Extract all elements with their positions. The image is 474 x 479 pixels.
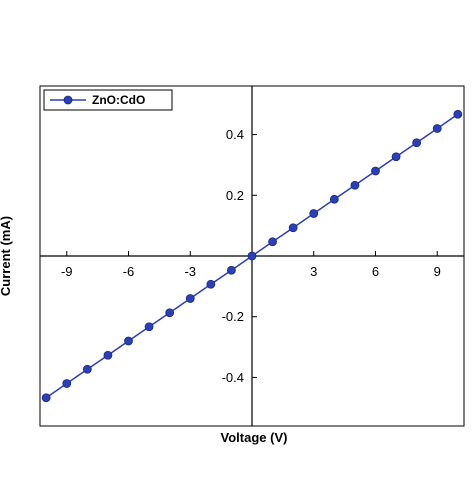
x-tick-label: 3 bbox=[310, 264, 317, 279]
ticks-layer: -9 -6 -3 3 6 9 -0.4 -0.2 0.2 0.4 bbox=[61, 127, 441, 385]
legend-marker bbox=[63, 95, 73, 105]
x-tick-label: -9 bbox=[61, 264, 73, 279]
series-layer bbox=[41, 109, 463, 403]
data-point bbox=[432, 124, 442, 133]
legend: ZnO:CdO bbox=[43, 89, 173, 111]
data-point bbox=[412, 138, 422, 148]
data-point bbox=[288, 223, 298, 233]
legend-label: ZnO:CdO bbox=[92, 93, 145, 107]
x-tick-label: -6 bbox=[123, 264, 135, 279]
data-point bbox=[247, 251, 257, 261]
y-tick-label: -0.4 bbox=[222, 370, 244, 385]
x-axis-title: Voltage (V) bbox=[221, 430, 288, 445]
data-point bbox=[371, 166, 380, 176]
y-axis-title: Current (mA) bbox=[0, 216, 13, 296]
x-tick-label: 6 bbox=[372, 264, 379, 279]
y-tick-label: -0.2 bbox=[222, 309, 244, 324]
data-point bbox=[144, 322, 154, 332]
data-point bbox=[309, 209, 319, 218]
data-point bbox=[206, 279, 216, 289]
data-point bbox=[41, 393, 51, 403]
y-tick-label: 0.2 bbox=[226, 188, 244, 203]
data-point bbox=[165, 308, 175, 318]
data-point bbox=[62, 379, 72, 388]
data-point bbox=[453, 109, 463, 119]
data-point bbox=[124, 336, 133, 346]
y-tick-label: 0.4 bbox=[226, 127, 244, 142]
data-point bbox=[329, 194, 339, 204]
data-point bbox=[391, 152, 401, 162]
data-point bbox=[82, 364, 92, 374]
data-point bbox=[185, 294, 195, 303]
data-point bbox=[227, 265, 236, 275]
legend-box bbox=[43, 89, 173, 111]
data-point bbox=[268, 237, 277, 247]
x-tick-label: 9 bbox=[434, 264, 441, 279]
data-point bbox=[350, 180, 360, 190]
x-tick-label: -3 bbox=[184, 264, 196, 279]
data-point bbox=[103, 350, 113, 360]
